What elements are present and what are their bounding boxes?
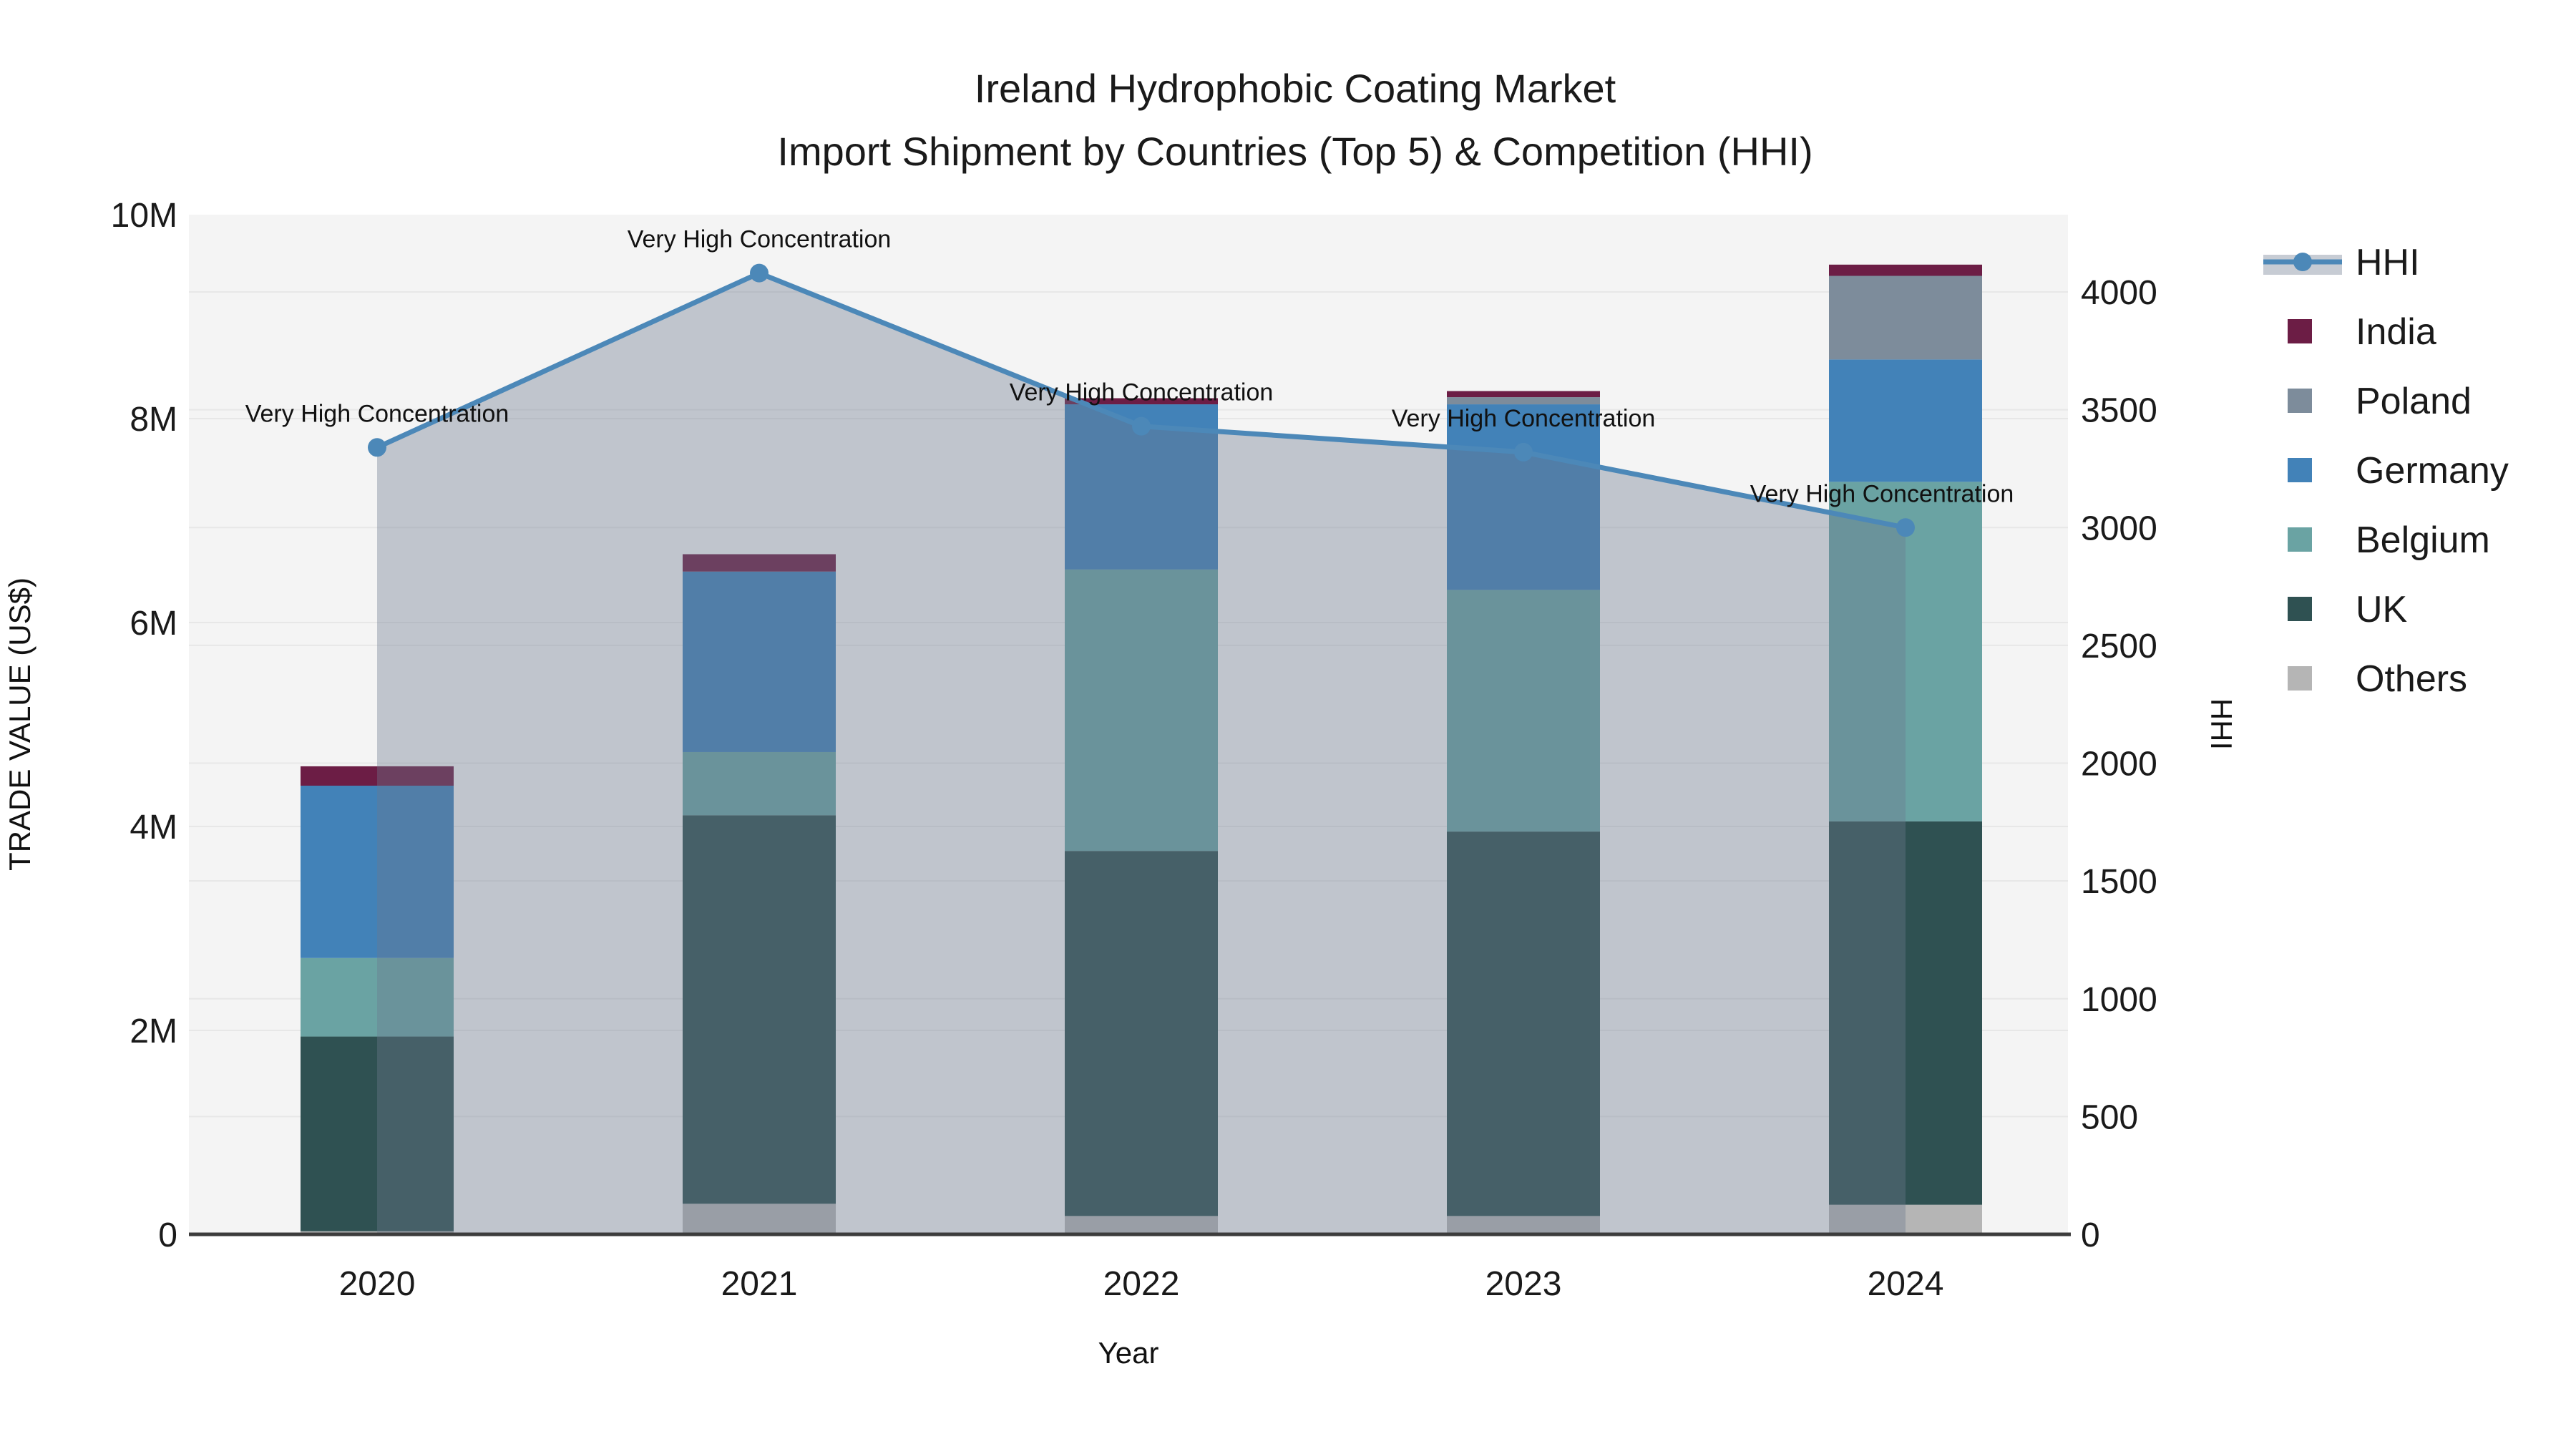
legend: HHI India Poland Germany Belgium UK Others — [2263, 242, 2509, 700]
hhi-marker-2022 — [1132, 416, 1151, 436]
bar-segment-belgium-2020 — [301, 957, 454, 1037]
legend-label-germany: Germany — [2356, 450, 2509, 492]
bar-segment-india-2021 — [683, 554, 836, 572]
legend-item-india: India — [2288, 311, 2436, 353]
legend-label-hhi: HHI — [2356, 242, 2420, 283]
legend-item-poland: Poland — [2288, 381, 2472, 422]
y-left-tick-0: 0 — [158, 1216, 177, 1254]
legend-item-uk: UK — [2288, 589, 2408, 630]
annotation-2023: Very High Concentration — [1392, 405, 1656, 432]
bar-segment-uk-2021 — [683, 815, 836, 1204]
chart-title-line1: Ireland Hydrophobic Coating Market — [975, 66, 1616, 111]
legend-swatch-uk — [2288, 597, 2312, 621]
y-left-tick-6M: 6M — [130, 605, 177, 643]
bar-segment-uk-2023 — [1447, 831, 1600, 1216]
y-right-tick-1000: 1000 — [2081, 981, 2157, 1019]
bar-segment-germany-2020 — [301, 786, 454, 958]
bar-segment-belgium-2023 — [1447, 590, 1600, 832]
y-left-tick-10M: 10M — [111, 197, 177, 235]
hhi-area-fill — [377, 273, 1906, 1234]
annotation-2022: Very High Concentration — [1010, 379, 1274, 406]
hhi-marker-2023 — [1514, 442, 1533, 462]
bar-segment-others-2022 — [1065, 1216, 1218, 1234]
y-right-tick-500: 500 — [2081, 1098, 2138, 1136]
bar-segment-india-2022 — [1065, 398, 1218, 405]
hhi-marker-2024 — [1896, 518, 1915, 537]
y-left-tick-2M: 2M — [130, 1013, 177, 1050]
bar-segment-others-2023 — [1447, 1216, 1600, 1234]
bar-segment-others-2024 — [1829, 1204, 1982, 1234]
bar-segment-germany-2024 — [1829, 359, 1982, 482]
y-left-tick-4M: 4M — [130, 809, 177, 847]
chart-title-line2: Import Shipment by Countries (Top 5) & C… — [777, 129, 1813, 174]
hhi-marker-2021 — [750, 263, 769, 283]
x-tick-2021: 2021 — [721, 1265, 798, 1303]
hhi-marker-2020 — [368, 438, 386, 457]
bar-segment-uk-2022 — [1065, 851, 1218, 1216]
annotation-2024: Very High Concentration — [1750, 480, 2014, 507]
bar-segment-poland-2024 — [1829, 275, 1982, 360]
y-right-tick-4000: 4000 — [2081, 274, 2157, 312]
legend-swatch-others — [2288, 666, 2312, 691]
legend-label-others: Others — [2356, 658, 2467, 700]
legend-label-uk: UK — [2356, 589, 2408, 630]
legend-swatch-germany — [2288, 458, 2312, 482]
bar-segment-germany-2021 — [683, 571, 836, 752]
legend-label-india: India — [2356, 311, 2436, 353]
annotation-2021: Very High Concentration — [628, 226, 892, 253]
legend-swatch-india — [2288, 319, 2312, 343]
bar-segment-others-2021 — [683, 1204, 836, 1234]
y-left-tick-8M: 8M — [130, 401, 177, 439]
plot-area: 0 2M 4M 6M 8M 10M 0 500 1000 1500 2000 2500 3000 3500… — [111, 197, 2157, 1303]
bar-segment-india-2023 — [1447, 391, 1600, 398]
y-right-tick-3500: 3500 — [2081, 392, 2157, 430]
x-tick-2024: 2024 — [1868, 1265, 1944, 1303]
x-tick-2023: 2023 — [1485, 1265, 1562, 1303]
bar-segment-india-2024 — [1829, 264, 1982, 276]
legend-swatch-poland — [2288, 389, 2312, 413]
legend-item-hhi: HHI — [2263, 242, 2420, 283]
y-right-tick-2500: 2500 — [2081, 628, 2157, 665]
legend-hhi-marker — [2293, 253, 2312, 271]
bar-segment-uk-2020 — [301, 1036, 454, 1231]
legend-item-belgium: Belgium — [2288, 519, 2490, 561]
bar-segment-india-2020 — [301, 766, 454, 786]
y-right-tick-1500: 1500 — [2081, 863, 2157, 901]
y-axis-left-label: TRADE VALUE (US$) — [3, 577, 36, 871]
bar-segment-belgium-2024 — [1829, 482, 1982, 821]
x-axis-label: Year — [1098, 1336, 1159, 1370]
x-tick-2022: 2022 — [1103, 1265, 1180, 1303]
legend-swatch-belgium — [2288, 527, 2312, 552]
y-right-tick-2000: 2000 — [2081, 746, 2157, 784]
legend-item-germany: Germany — [2288, 450, 2509, 492]
bar-segment-belgium-2022 — [1065, 569, 1218, 852]
legend-label-poland: Poland — [2356, 381, 2472, 422]
annotation-2020: Very High Concentration — [245, 400, 509, 427]
bar-segment-belgium-2021 — [683, 751, 836, 816]
bar-segment-germany-2023 — [1447, 404, 1600, 590]
legend-item-others: Others — [2288, 658, 2467, 700]
y-axis-right-label: HHI — [2205, 698, 2238, 750]
y-right-tick-0: 0 — [2081, 1216, 2100, 1254]
y-right-tick-3000: 3000 — [2081, 509, 2157, 547]
legend-label-belgium: Belgium — [2356, 519, 2490, 561]
bar-segment-uk-2024 — [1829, 821, 1982, 1205]
x-tick-2020: 2020 — [339, 1265, 416, 1303]
bar-segment-poland-2023 — [1447, 397, 1600, 405]
